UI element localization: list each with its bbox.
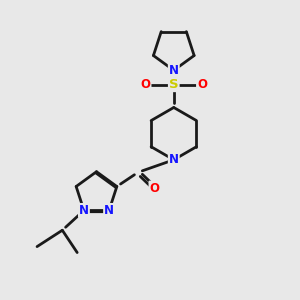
Text: N: N bbox=[79, 204, 89, 217]
Text: O: O bbox=[140, 78, 151, 91]
Text: N: N bbox=[169, 64, 179, 77]
Text: S: S bbox=[169, 78, 178, 91]
Text: N: N bbox=[104, 204, 114, 217]
Text: O: O bbox=[197, 78, 207, 91]
Text: N: N bbox=[169, 153, 179, 166]
Text: O: O bbox=[149, 182, 160, 194]
